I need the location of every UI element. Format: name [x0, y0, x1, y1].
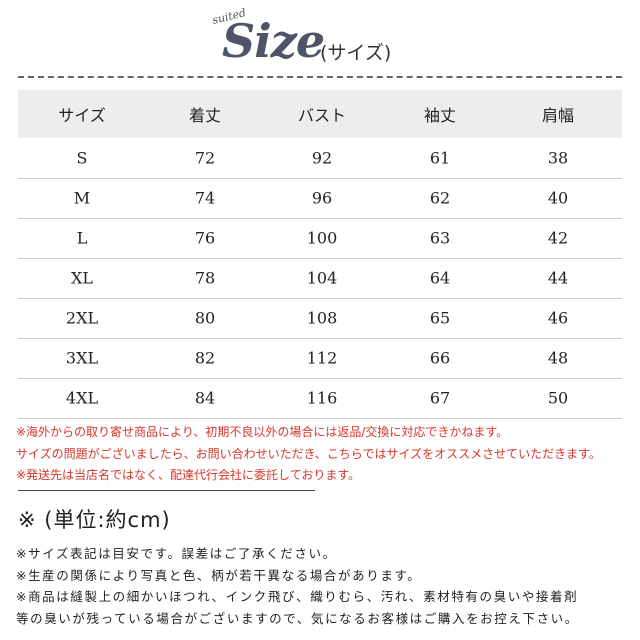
warning-text: ※海外からの取り寄せ商品により、初期不良以外の場合には返品/交換に対応できかねま…: [16, 425, 509, 439]
divider: [18, 490, 315, 491]
size-value: 63: [429, 228, 451, 248]
row-separator: [18, 298, 622, 299]
column-header: サイズ: [58, 106, 106, 125]
size-value: 96: [311, 188, 333, 208]
size-value: 64: [429, 268, 451, 288]
size-value: 50: [547, 388, 569, 408]
table-header-bg: [18, 90, 622, 138]
note-text: ※生産の関係により写真と色、柄が若干異なる場合があります。: [16, 567, 422, 583]
note-text: ※商品は縫製上の細かいほつれ、インク飛び、織りむら、汚れ、素材特有の臭いや接着剤: [16, 589, 579, 604]
size-value: 44: [547, 268, 569, 288]
size-label: XL: [70, 268, 94, 288]
size-value: 108: [306, 308, 338, 328]
row-separator: [18, 258, 622, 259]
row-separator: [18, 218, 622, 219]
size-value: 74: [194, 188, 216, 208]
size-label: 4XL: [65, 388, 99, 408]
row-separator: [18, 178, 622, 179]
size-value: 40: [547, 188, 569, 208]
column-header: 袖丈: [423, 106, 457, 125]
dashed-divider: [18, 76, 622, 78]
size-value: 48: [547, 348, 569, 368]
size-value: 62: [429, 188, 451, 208]
warning-text: サイズの問題がございましたら、お問い合わせいただき、こちらではサイズをオススメさ…: [16, 446, 601, 461]
row-separator: [18, 418, 622, 419]
row-separator: [18, 378, 622, 379]
size-value: 72: [194, 148, 216, 168]
size-value: 112: [306, 348, 338, 368]
column-header: バスト: [297, 106, 347, 125]
size-value: 78: [194, 268, 216, 288]
size-value: 67: [429, 388, 451, 408]
column-header: 肩幅: [541, 106, 575, 125]
title: Size: [222, 14, 325, 68]
size-value: 100: [306, 228, 338, 248]
size-label: 2XL: [65, 308, 99, 328]
warning-text: ※発送先は当店名ではなく、配達代行会社に委託しております。: [16, 468, 361, 482]
size-value: 82: [194, 348, 216, 368]
size-label: L: [76, 228, 88, 248]
size-value: 46: [547, 308, 569, 328]
size-label: S: [76, 148, 88, 168]
size-label: M: [73, 188, 91, 208]
size-value: 80: [194, 308, 216, 328]
column-header: 着丈: [188, 106, 222, 125]
size-value: 65: [429, 308, 451, 328]
size-value: 38: [547, 148, 569, 168]
size-value: 42: [547, 228, 569, 248]
size-value: 66: [429, 348, 451, 368]
size-value: 76: [194, 228, 216, 248]
note-text: ※サイズ表記は目安です。誤差はご了承ください。: [16, 546, 337, 561]
size-value: 104: [306, 268, 338, 288]
unit-label: ※ (単位:約cm): [18, 508, 171, 532]
size-value: 116: [306, 388, 338, 408]
size-value: 92: [311, 148, 333, 168]
size-label: 3XL: [65, 348, 99, 368]
size-value: 84: [194, 388, 216, 408]
size-value: 61: [429, 148, 451, 168]
note-text: 等の臭いが残っている場合がございますので、気になるお客様はご購入をお控え下さい。: [16, 610, 579, 626]
subtitle: (サイズ): [320, 42, 392, 64]
row-separator: [18, 338, 622, 339]
